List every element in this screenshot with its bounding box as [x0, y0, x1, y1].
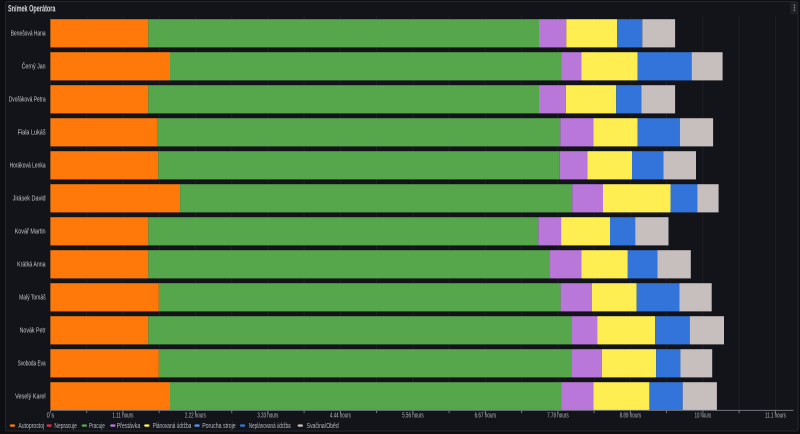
svg-text:Neplánovaná údržba: Neplánovaná údržba	[249, 423, 291, 430]
svg-text:Fiala Lukáš: Fiala Lukáš	[18, 130, 46, 137]
svg-text:4.44 hours: 4.44 hours	[330, 413, 351, 420]
svg-text:Benešová Hana: Benešová Hana	[11, 31, 46, 38]
svg-text:11.1 hours: 11.1 hours	[765, 413, 786, 420]
svg-text:Malý Tomáš: Malý Tomáš	[19, 295, 46, 302]
svg-text:Porucha stroje: Porucha stroje	[202, 423, 236, 430]
svg-text:7.78 hours: 7.78 hours	[547, 413, 569, 420]
svg-text:Novák Petr: Novák Petr	[20, 328, 47, 335]
svg-text:Přestávka: Přestávka	[117, 423, 141, 430]
svg-text:Horáková Lenka: Horáková Lenka	[10, 163, 46, 170]
svg-text:Nepracuje: Nepracuje	[54, 423, 77, 430]
svg-text:Svačina/Oběd: Svačina/Oběd	[307, 423, 339, 430]
svg-text:Pracuje: Pracuje	[89, 423, 105, 430]
svg-text:8.89 hours: 8.89 hours	[620, 413, 642, 420]
svg-text:Svoboda Eva: Svoboda Eva	[18, 361, 46, 368]
svg-text:0 s: 0 s	[47, 413, 55, 420]
svg-text:10 hours: 10 hours	[695, 413, 712, 420]
svg-text:Jirásek David: Jirásek David	[13, 196, 46, 203]
svg-text:2.22 hours: 2.22 hours	[185, 413, 206, 420]
svg-text:6.67 hours: 6.67 hours	[475, 413, 497, 420]
svg-text:Dvořáková Petra: Dvořáková Petra	[9, 97, 46, 104]
svg-text:1.11 hours: 1.11 hours	[112, 413, 133, 420]
svg-text:Černý Jan: Černý Jan	[22, 62, 46, 71]
svg-text:Snímek Operátora: Snímek Operátora	[8, 4, 56, 14]
svg-text:3.33 hours: 3.33 hours	[257, 413, 278, 420]
svg-text:Veselý Karel: Veselý Karel	[15, 394, 46, 401]
svg-text:Krátká Anna: Krátká Anna	[17, 262, 46, 269]
svg-text:Kovář Martin: Kovář Martin	[15, 229, 46, 236]
svg-text:Autoprostoj: Autoprostoj	[18, 423, 44, 430]
svg-text:5.56 hours: 5.56 hours	[402, 413, 424, 420]
svg-text:Plánovaná údržba: Plánovaná údržba	[153, 423, 192, 430]
